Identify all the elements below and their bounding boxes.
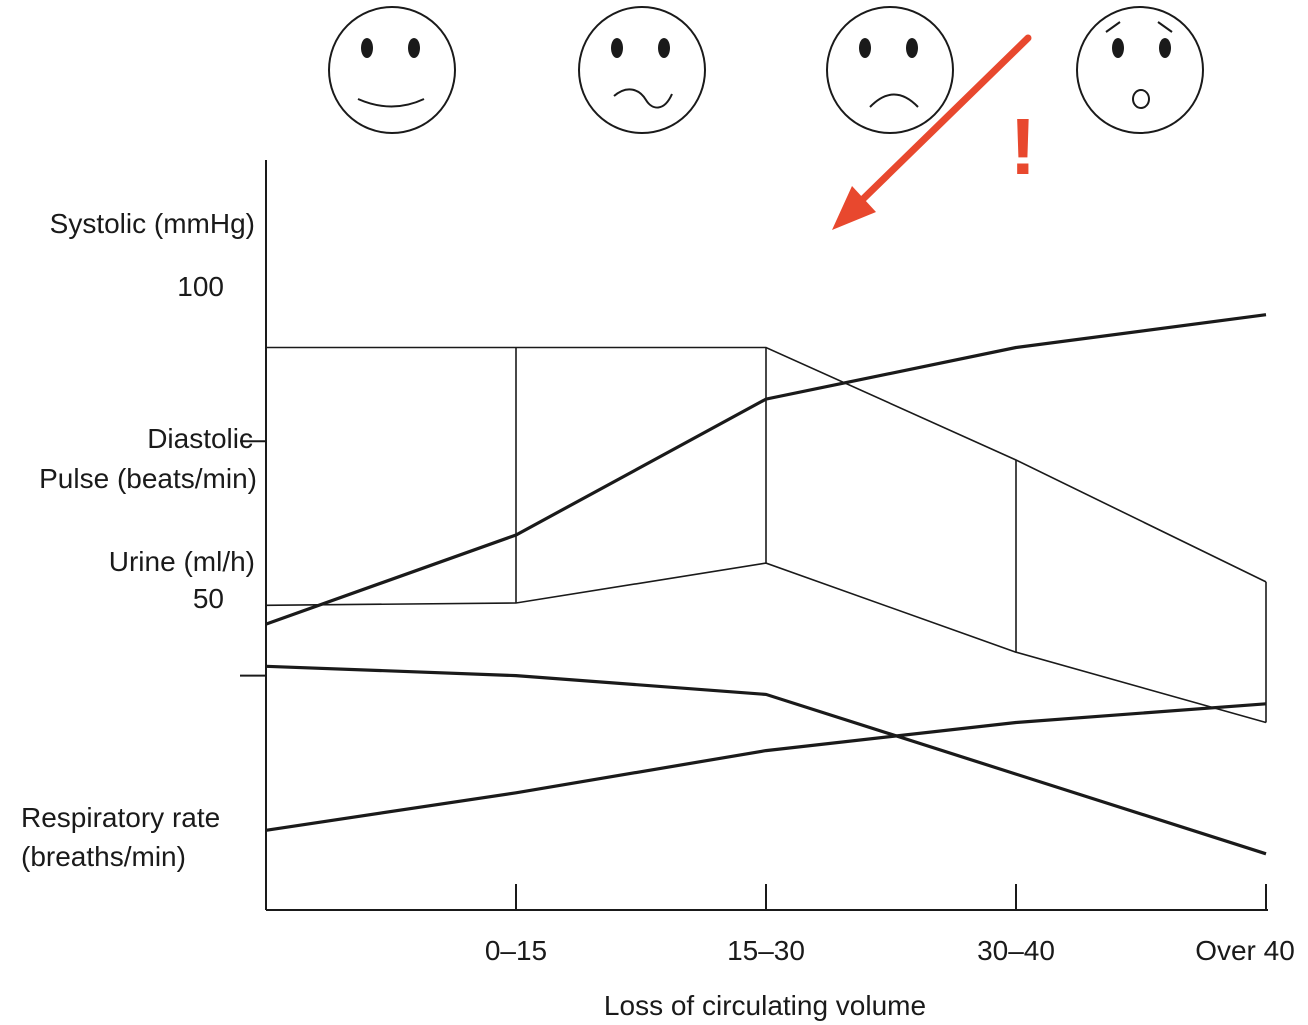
series-line-diastolic [265, 562, 1267, 724]
y-tick-label-100: 100 [177, 271, 224, 302]
series-line-respiratory-rate [265, 702, 1267, 832]
y-label-pulse: Pulse (beats/min) [39, 463, 257, 494]
happy-face [328, 6, 456, 134]
systolic-diastolic-connectors [515, 347, 1267, 723]
x-tick-labels: 0–15 15–30 30–40 Over 40 [485, 935, 1295, 966]
x-tick-label: 15–30 [727, 935, 805, 966]
face-row [328, 6, 1204, 134]
sad-face [826, 6, 954, 134]
x-tick-label: 0–15 [485, 935, 547, 966]
y-tick-label-50: 50 [193, 583, 224, 614]
x-tick-label: Over 40 [1195, 935, 1295, 966]
y-label-systolic: Systolic (mmHg) [50, 208, 255, 239]
x-ticks [515, 884, 1267, 910]
uneasy-face [578, 6, 706, 134]
y-label-urine: Urine (ml/h) [109, 546, 255, 577]
y-label-respiratory-unit: (breaths/min) [21, 841, 186, 872]
x-axis-title: Loss of circulating volume [604, 990, 926, 1021]
x-tick-label: 30–40 [977, 935, 1055, 966]
warning-exclamation: ! [1010, 102, 1037, 191]
y-label-respiratory: Respiratory rate [21, 802, 220, 833]
y-label-diastolic: Diastolic [147, 423, 253, 454]
alarmed-face [1076, 6, 1204, 134]
series-line-urine [265, 664, 1267, 856]
warning-arrow-icon [832, 34, 1032, 230]
